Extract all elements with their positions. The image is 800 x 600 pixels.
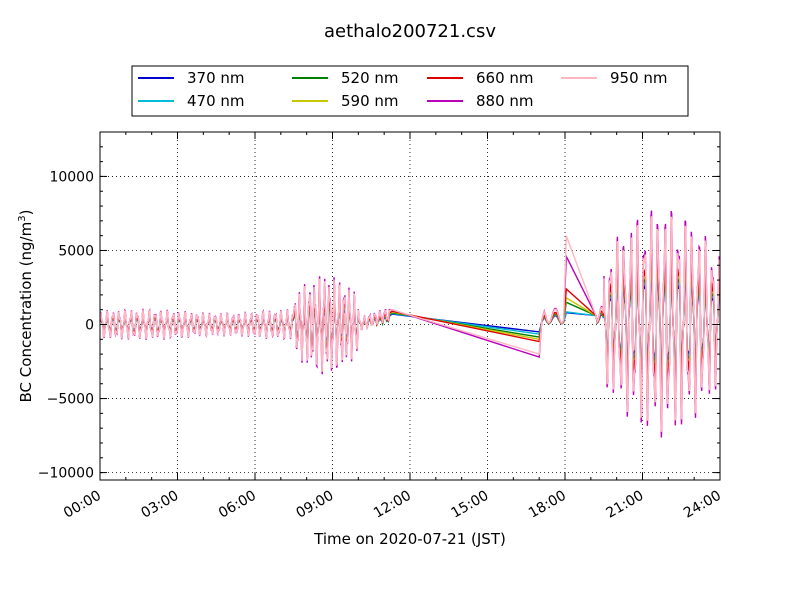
legend-label: 470 nm <box>187 92 245 110</box>
y-tick-label: 10000 <box>49 169 94 185</box>
x-tick-label: 00:00 <box>61 488 104 522</box>
legend-label: 590 nm <box>341 92 399 110</box>
legend-label: 880 nm <box>476 92 534 110</box>
x-tick-label: 12:00 <box>371 488 414 522</box>
x-tick-label: 21:00 <box>604 488 647 522</box>
y-axis-label-main: BC Concentration (ng/m <box>17 222 35 403</box>
y-tick-label: −10000 <box>38 466 94 482</box>
legend-label: 950 nm <box>610 69 668 87</box>
y-axis-label: BC Concentration (ng/m3) <box>17 210 35 403</box>
legend: 370 nm 470 nm 520 nm 590 nm 660 nm 880 nm 950 … <box>131 65 689 117</box>
legend-box <box>131 65 689 117</box>
grid-layer <box>100 132 720 480</box>
x-tick-label: 09:00 <box>294 488 337 522</box>
x-tick-label: 24:00 <box>681 488 724 522</box>
x-axis-label: Time on 2020-07-21 (JST) <box>313 530 506 548</box>
series-layer <box>100 210 720 438</box>
y-tick-label: 5000 <box>58 243 94 259</box>
y-axis-label-close: ) <box>17 210 35 216</box>
legend-label: 520 nm <box>341 69 399 87</box>
y-tick-label: 0 <box>85 318 94 334</box>
x-tick-label: 06:00 <box>216 488 259 522</box>
x-tick-label: 03:00 <box>139 488 182 522</box>
legend-label: 660 nm <box>476 69 534 87</box>
x-tick-label: 15:00 <box>449 488 492 522</box>
legend-label: 370 nm <box>187 69 245 87</box>
y-tick-label: −5000 <box>47 392 94 408</box>
x-tick-label: 18:00 <box>526 488 569 522</box>
y-axis-label-sup: 3 <box>17 215 28 221</box>
chart-title: aethalo200721.csv <box>324 21 496 42</box>
series-line <box>100 216 720 432</box>
